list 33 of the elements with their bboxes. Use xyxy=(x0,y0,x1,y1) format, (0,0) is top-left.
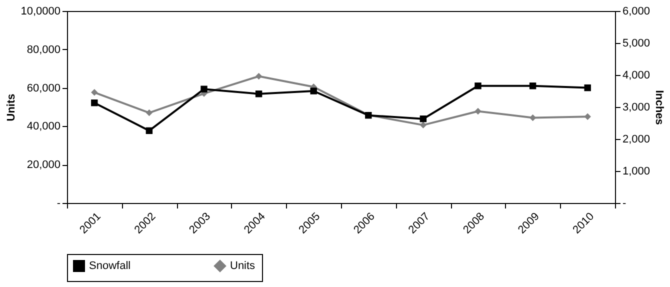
y2-tick-label: 1,000 xyxy=(622,166,650,178)
legend-label: Snowfall xyxy=(89,260,131,272)
y-axis-title: Units xyxy=(6,94,18,122)
point xyxy=(474,82,482,90)
point xyxy=(310,88,317,94)
point xyxy=(420,115,427,122)
y2-tick-label: - xyxy=(622,198,626,210)
point xyxy=(200,86,208,92)
point xyxy=(91,99,98,106)
y2-tick-label: 5,000 xyxy=(622,38,650,50)
y-tick-label: 80,000 xyxy=(26,44,60,56)
y2-tick-label: 4,000 xyxy=(622,70,650,82)
point xyxy=(529,114,536,122)
point xyxy=(529,82,536,90)
legend-label: Units xyxy=(230,260,256,272)
y-tick-label: - xyxy=(56,198,61,210)
point xyxy=(584,84,591,92)
y2-tick-label: 2,000 xyxy=(622,134,650,146)
point xyxy=(146,109,153,116)
point xyxy=(146,127,153,134)
point xyxy=(584,113,591,120)
y2-tick-label: 6,000 xyxy=(622,6,650,18)
point xyxy=(474,108,482,115)
y-tick-label: 20,000 xyxy=(26,159,60,172)
y2-axis-title: Inches xyxy=(653,90,666,125)
y-tick-label: 40,000 xyxy=(26,120,60,133)
point xyxy=(255,72,262,80)
y-tick-label: 10,0000 xyxy=(20,6,60,18)
y2-tick-label: 3,000 xyxy=(622,102,650,114)
point xyxy=(255,90,262,98)
point xyxy=(420,122,427,128)
point xyxy=(91,89,98,96)
y-tick-label: 60,000 xyxy=(26,82,60,94)
